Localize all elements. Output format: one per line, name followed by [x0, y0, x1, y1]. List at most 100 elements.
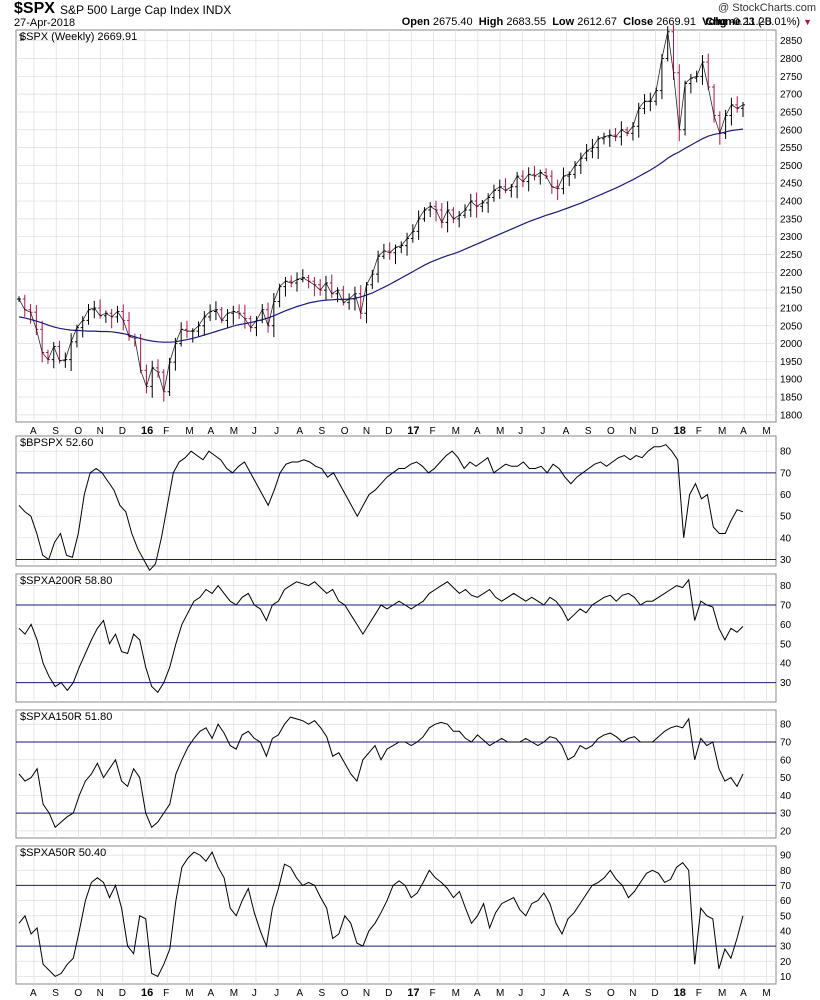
- y-tick-label: 30: [780, 809, 792, 820]
- x-tick-label: N: [363, 988, 370, 999]
- x-tick-label: F: [163, 988, 169, 999]
- x-tick-label: O: [341, 426, 349, 437]
- price-bar: [347, 293, 352, 310]
- x-tick-label: A: [30, 426, 37, 437]
- y-tick-label: 2100: [780, 303, 803, 314]
- panel-legend: $SPX (Weekly) 2669.91: [20, 31, 137, 43]
- y-tick-label: 2300: [780, 232, 803, 243]
- price-bar: [109, 309, 114, 329]
- panel-legend: $SPXA150R 51.80: [20, 711, 112, 723]
- panel-frame: [15, 709, 777, 839]
- panel-2: [15, 573, 777, 703]
- x-tick-label: D: [651, 988, 658, 999]
- price-bar: [434, 200, 439, 222]
- panel-legend: $BPSPX 52.60: [20, 437, 93, 449]
- y-tick-label: 1950: [780, 357, 803, 368]
- y-tick-label: 90: [780, 851, 792, 862]
- x-tick-label: J: [540, 426, 545, 437]
- y-tick-label: 2400: [780, 197, 803, 208]
- price-bar: [439, 202, 444, 229]
- open-value: 2675.40: [432, 16, 473, 28]
- y-tick-label: 30: [780, 678, 792, 689]
- x-tick-label: M: [762, 988, 770, 999]
- panel-legend: $SPXA200R 58.80: [20, 575, 112, 587]
- price-bar: [520, 170, 525, 188]
- y-tick-label: 2650: [780, 107, 803, 118]
- ohlc-readout: Open 2675.40 High 2683.55 Low 2612.67 Cl…: [402, 16, 772, 28]
- y-tick-label: 2000: [780, 339, 803, 350]
- price-bar: [138, 333, 143, 374]
- x-tick-label: S: [52, 426, 59, 437]
- x-tick-label: J: [518, 426, 523, 437]
- x-tick-label: S: [319, 426, 326, 437]
- x-tick-label: 17: [407, 987, 419, 999]
- y-tick-label: 2500: [780, 161, 803, 172]
- y-tick-label: 70: [780, 601, 792, 612]
- volume-label: Volume: [702, 16, 741, 28]
- price-bar: [491, 184, 496, 202]
- y-tick-label: 20: [780, 826, 792, 837]
- y-tick-label: 60: [780, 755, 792, 766]
- price-bar: [202, 311, 207, 336]
- close-label: Close: [623, 16, 654, 28]
- x-tick-label: 18: [674, 425, 686, 437]
- y-tick-label: 50: [780, 639, 792, 650]
- price-bar: [40, 320, 45, 363]
- price-bar: [723, 109, 728, 140]
- x-tick-label: J: [274, 988, 279, 999]
- low-label: Low: [552, 16, 575, 28]
- x-tick-label: M: [762, 426, 770, 437]
- down-triangle-icon: ▼: [803, 17, 812, 27]
- x-tick-label: N: [97, 426, 104, 437]
- price-bar: [225, 309, 230, 328]
- price-bar: [729, 97, 734, 126]
- price-bar: [295, 272, 300, 292]
- price-bar: [741, 101, 745, 117]
- panel-frame: [15, 435, 777, 567]
- panel-frame: [15, 29, 777, 423]
- price-bar: [683, 80, 688, 136]
- x-tick-label: O: [74, 988, 82, 999]
- x-tick-label: O: [607, 426, 615, 437]
- chart-date: 27-Apr-2018: [14, 17, 76, 29]
- x-tick-label: S: [319, 988, 326, 999]
- price-bar: [184, 320, 189, 339]
- panel-3: [15, 709, 777, 839]
- x-tick-label: A: [563, 988, 570, 999]
- price-bar: [630, 121, 635, 141]
- indicator-line: [18, 716, 744, 829]
- price-bar: [190, 328, 195, 343]
- price-bar: [532, 165, 537, 181]
- low-value: 2612.67: [577, 16, 618, 28]
- price-bar: [700, 54, 705, 85]
- panel-4: [15, 845, 777, 985]
- y-tick-label: 2550: [780, 143, 803, 154]
- price-bar: [578, 152, 583, 174]
- x-tick-label: J: [252, 426, 257, 437]
- price-bar: [659, 54, 664, 100]
- y-tick-label: 2150: [780, 286, 803, 297]
- price-bar: [619, 121, 624, 146]
- y-tick-label: 20: [780, 957, 792, 968]
- price-bar: [648, 92, 653, 112]
- y-tick-label: 80: [780, 720, 792, 731]
- y-tick-label: 30: [780, 942, 792, 953]
- y-tick-label: 70: [780, 468, 792, 479]
- y-tick-label: 80: [780, 581, 792, 592]
- price-bar: [22, 294, 27, 317]
- y-tick-label: 70: [780, 881, 792, 892]
- price-bar: [323, 275, 328, 301]
- y-tick-label: 50: [780, 911, 792, 922]
- x-tick-label: A: [30, 988, 37, 999]
- price-bar: [642, 94, 647, 115]
- y-tick-label: 40: [780, 926, 792, 937]
- x-tick-label: O: [341, 988, 349, 999]
- y-tick-label: 80: [780, 447, 792, 458]
- price-close-line: [18, 31, 744, 392]
- x-tick-label: F: [429, 426, 435, 437]
- panel-frame: [15, 845, 777, 985]
- x-tick-label: S: [585, 988, 592, 999]
- x-tick-label: J: [518, 988, 523, 999]
- y-tick-label: 40: [780, 791, 792, 802]
